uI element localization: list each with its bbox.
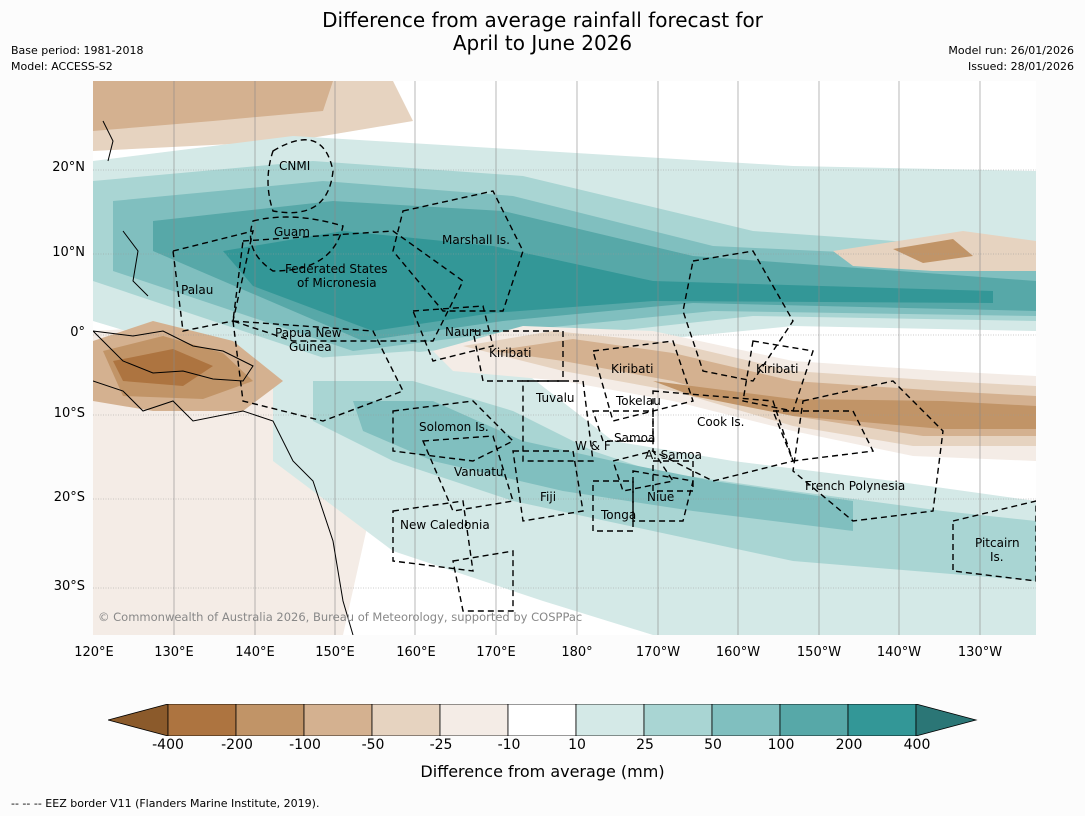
- label-fiji: Fiji: [540, 490, 556, 504]
- base-period: Base period: 1981-2018: [11, 44, 144, 57]
- rainfall-map: CNMI Guam Marshall Is. Federated States …: [93, 81, 1036, 635]
- colorbar-bin: [439, 704, 509, 736]
- colorbar-tick: -400: [152, 737, 184, 753]
- label-palau: Palau: [181, 283, 213, 297]
- colorbar-tick: -25: [429, 737, 453, 753]
- colorbar-bin: [507, 704, 577, 736]
- x-tick-130w: 130°W: [957, 645, 1003, 660]
- y-tick-20s: 20°S: [53, 490, 85, 505]
- y-tick-20n: 20°N: [52, 160, 85, 175]
- label-solomon: Solomon Is.: [419, 420, 489, 434]
- issued-date: Issued: 28/01/2026: [967, 60, 1074, 73]
- label-png-1: Papua New: [275, 326, 342, 340]
- eez-borders: [172, 139, 1036, 612]
- label-tuvalu: Tuvalu: [535, 391, 575, 405]
- meta-right: Model run: 26/01/2026 Issued: 28/01/2026: [948, 43, 1074, 75]
- colorbar-extend-low: [108, 704, 169, 736]
- colorbar-label: Difference from average (mm): [420, 762, 665, 781]
- copyright-notice: © Commonwealth of Australia 2026, Bureau…: [98, 610, 582, 624]
- label-cnmi: CNMI: [279, 159, 310, 173]
- label-cook: Cook Is.: [697, 415, 744, 429]
- map-title-line2: April to June 2026: [452, 31, 633, 55]
- coastlines: [93, 120, 354, 635]
- label-samoa: Samoa: [614, 431, 655, 445]
- colorbar: [108, 704, 978, 736]
- x-tick-120e: 120°E: [74, 645, 114, 660]
- x-tick-150e: 150°E: [315, 645, 355, 660]
- label-asamoa: A. Samoa: [645, 448, 702, 462]
- label-kiribati-w: Kiribati: [489, 346, 531, 360]
- colorbar-tick: 10: [568, 737, 586, 753]
- label-pitcairn-1: Pitcairn: [975, 536, 1020, 550]
- label-png-2: Guinea: [289, 340, 332, 354]
- label-french-polynesia: French Polynesia: [805, 479, 905, 493]
- label-wf: W & F: [575, 439, 611, 453]
- model-run: Model run: 26/01/2026: [948, 44, 1074, 57]
- x-tick-180: 180°: [561, 645, 593, 660]
- label-pitcairn-2: Is.: [990, 550, 1004, 564]
- colorbar-tick: -50: [361, 737, 385, 753]
- label-kiribati-c: Kiribati: [611, 362, 653, 376]
- colorbar-extend-high: [915, 704, 978, 736]
- x-tick-160w: 160°W: [715, 645, 761, 660]
- x-tick-170w: 170°W: [635, 645, 681, 660]
- label-kiribati-e: Kiribati: [756, 362, 798, 376]
- x-tick-140e: 140°E: [235, 645, 275, 660]
- model-name: Model: ACCESS-S2: [11, 60, 113, 73]
- label-nauru: Nauru: [445, 325, 481, 339]
- y-tick-30s: 30°S: [53, 579, 85, 594]
- map-title-line1: Difference from average rainfall forecas…: [322, 8, 763, 32]
- x-tick-150w: 150°W: [796, 645, 842, 660]
- y-tick-10s: 10°S: [53, 406, 85, 421]
- x-tick-160e: 160°E: [396, 645, 436, 660]
- label-fsm-2: of Micronesia: [297, 276, 377, 290]
- colorbar-bin: [235, 704, 305, 736]
- colorbar-tick: 50: [704, 737, 722, 753]
- label-vanuatu: Vanuatu: [454, 465, 504, 479]
- eez-legend: -- -- -- EEZ border V11 (Flanders Marine…: [11, 797, 320, 810]
- colorbar-tick: -10: [497, 737, 521, 753]
- x-tick-140w: 140°W: [876, 645, 922, 660]
- label-niue: Niue: [647, 490, 674, 504]
- colorbar-bin: [711, 704, 781, 736]
- colorbar-tick: 400: [903, 737, 931, 753]
- label-new-caledonia: New Caledonia: [400, 518, 490, 532]
- colorbar-tick: 25: [636, 737, 654, 753]
- label-tonga: Tonga: [600, 508, 636, 522]
- label-marshall: Marshall Is.: [442, 233, 510, 247]
- label-guam: Guam: [274, 225, 310, 239]
- x-tick-170e: 170°E: [476, 645, 516, 660]
- colorbar-bin: [779, 704, 849, 736]
- y-tick-0: 0°: [70, 325, 85, 340]
- colorbar-tick: -200: [221, 737, 253, 753]
- colorbar-tick: 100: [767, 737, 795, 753]
- colorbar-bin: [643, 704, 713, 736]
- colorbar-bin: [371, 704, 441, 736]
- colorbar-bin: [575, 704, 645, 736]
- label-fsm-1: Federated States: [285, 262, 387, 276]
- x-tick-130e: 130°E: [154, 645, 194, 660]
- colorbar-bin: [167, 704, 237, 736]
- colorbar-tick: -100: [289, 737, 321, 753]
- y-tick-10n: 10°N: [52, 245, 85, 260]
- colorbar-tick: 200: [835, 737, 863, 753]
- colorbar-bin: [847, 704, 917, 736]
- meta-left: Base period: 1981-2018 Model: ACCESS-S2: [11, 43, 143, 75]
- colorbar-bin: [303, 704, 373, 736]
- label-tokelau: Tokelau: [615, 394, 661, 408]
